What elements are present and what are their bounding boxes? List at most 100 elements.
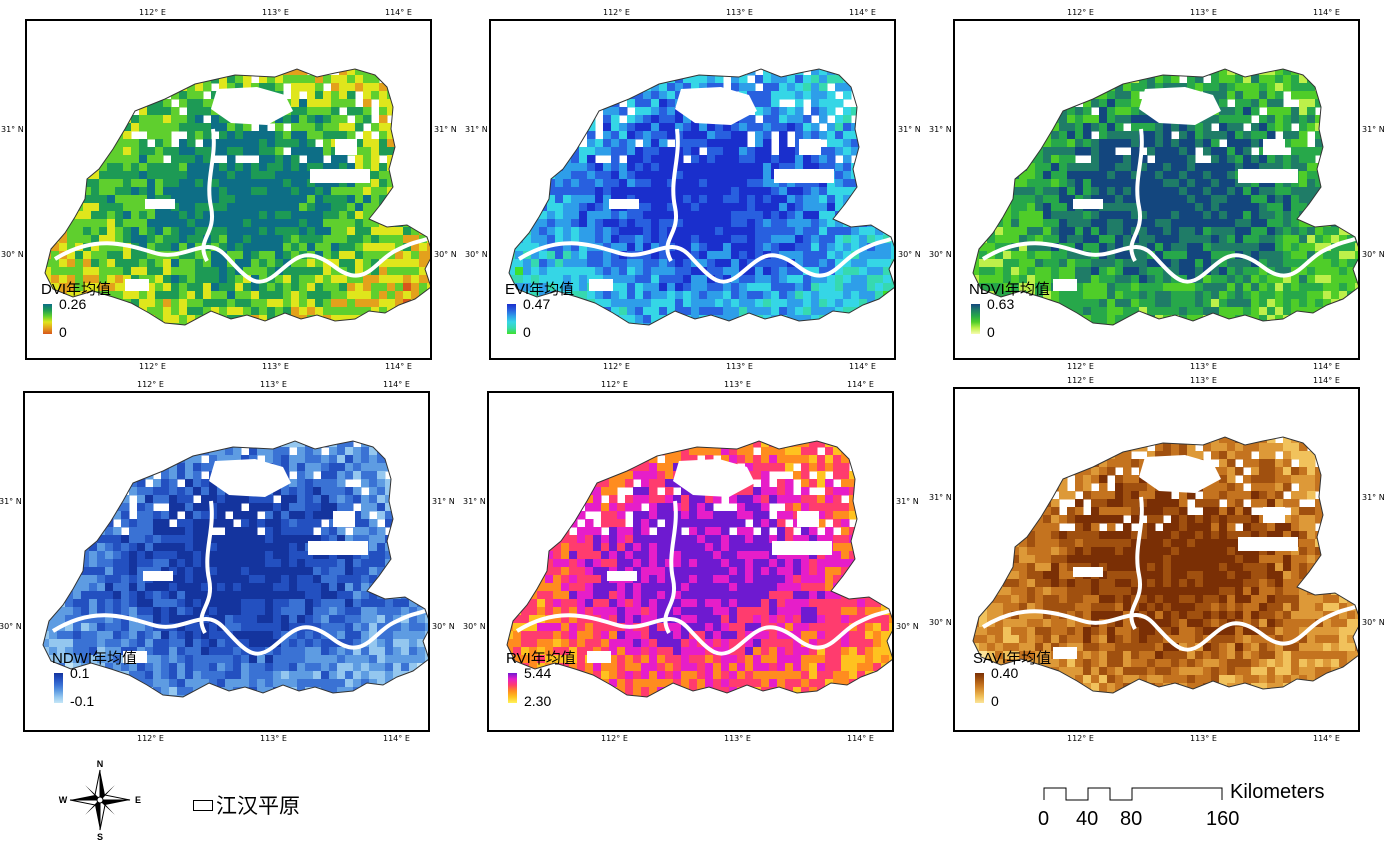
lat-label: 30° N	[434, 250, 457, 259]
lon-label: 112° E	[1067, 8, 1094, 17]
legend-title: NDVI年均值	[969, 281, 1050, 298]
compass-w: W	[59, 795, 68, 805]
lon-label: 113° E	[260, 734, 287, 743]
north-arrow-icon: N S E W	[59, 759, 141, 842]
lon-label: 114° E	[1313, 376, 1340, 385]
map-panel-ndwi: NDWI年均值 0.1 -0.1	[23, 391, 430, 732]
scale-tick-0: 0	[1038, 808, 1050, 830]
lon-label: 114° E	[385, 8, 412, 17]
lon-label: 112° E	[603, 362, 630, 371]
lat-label: 31° N	[929, 493, 952, 502]
lon-label: 112° E	[137, 734, 164, 743]
lat-label: 31° N	[1, 125, 24, 134]
compass-e: E	[135, 795, 141, 805]
legend-title: RVI年均值	[506, 650, 576, 667]
lon-label: 114° E	[383, 380, 410, 389]
lat-label: 30° N	[432, 622, 455, 631]
lat-label: 30° N	[929, 618, 952, 627]
map-area	[972, 68, 1358, 326]
lat-label: 31° N	[896, 497, 919, 506]
lat-label: 30° N	[898, 250, 921, 259]
lat-label: 31° N	[434, 125, 457, 134]
legend-max: 0.63	[987, 296, 1015, 312]
boundary-swatch	[193, 799, 213, 811]
compass-s: S	[97, 832, 103, 842]
lon-label: 113° E	[724, 734, 751, 743]
legend-title: NDWI年均值	[52, 650, 137, 667]
lon-label: 112° E	[1067, 734, 1094, 743]
lon-label: 114° E	[385, 362, 412, 371]
scale-tick-80: 80	[1120, 808, 1143, 830]
lon-label: 114° E	[847, 380, 874, 389]
map-area	[506, 440, 892, 698]
lat-label: 31° N	[1362, 493, 1385, 502]
lat-label: 31° N	[898, 125, 921, 134]
lon-label: 113° E	[726, 362, 753, 371]
lat-label: 30° N	[463, 622, 486, 631]
legend-min: 2.30	[524, 693, 552, 709]
lon-label: 112° E	[601, 734, 628, 743]
legend-color-ramp	[43, 304, 52, 334]
legend-max: 0.26	[59, 296, 87, 312]
map-panel-ndvi: NDVI年均值 0.63 0	[953, 19, 1360, 360]
lon-label: 113° E	[262, 8, 289, 17]
lat-label: 30° N	[1362, 618, 1385, 627]
lon-label: 112° E	[137, 380, 164, 389]
scale-bar-graphic	[1043, 787, 1223, 801]
lon-label: 112° E	[139, 8, 166, 17]
lon-label: 114° E	[1313, 362, 1340, 371]
lon-label: 113° E	[726, 8, 753, 17]
legend-color-ramp	[975, 673, 984, 703]
lat-label: 31° N	[432, 497, 455, 506]
lon-label: 113° E	[1190, 376, 1217, 385]
legend-color-ramp	[508, 673, 517, 703]
lon-label: 113° E	[1190, 8, 1217, 17]
lon-label: 113° E	[1190, 734, 1217, 743]
lon-label: 114° E	[849, 8, 876, 17]
lon-label: 114° E	[1313, 8, 1340, 17]
map-area	[44, 68, 430, 326]
legend-min: 0	[523, 324, 531, 340]
lat-label: 31° N	[463, 497, 486, 506]
legend-color-ramp	[971, 304, 980, 334]
lat-label: 30° N	[896, 622, 919, 631]
legend-title: SAVI年均值	[973, 650, 1052, 667]
lon-label: 113° E	[262, 362, 289, 371]
lat-label: 30° N	[465, 250, 488, 259]
lon-label: 112° E	[1067, 362, 1094, 371]
lon-label: 114° E	[849, 362, 876, 371]
lat-label: 30° N	[0, 622, 22, 631]
map-panel-savi: SAVI年均值 0.40 0	[953, 387, 1360, 732]
map-panel-dvi: DVI年均值 0.26 0	[25, 19, 432, 360]
scale-bar: Kilometers 0 40 80 160	[1036, 778, 1376, 838]
lon-label: 113° E	[260, 380, 287, 389]
lon-label: 113° E	[1190, 362, 1217, 371]
legend-max: 0.1	[70, 665, 90, 681]
lat-label: 30° N	[929, 250, 952, 259]
lon-label: 113° E	[724, 380, 751, 389]
boundary-legend: 江汉平原	[193, 790, 300, 820]
lon-label: 112° E	[601, 380, 628, 389]
legend-max: 0.40	[991, 665, 1019, 681]
lon-label: 114° E	[383, 734, 410, 743]
lon-label: 112° E	[1067, 376, 1094, 385]
legend-color-ramp	[54, 673, 63, 703]
legend-color-ramp	[507, 304, 516, 334]
lon-label: 114° E	[1313, 734, 1340, 743]
legend-max: 0.47	[523, 296, 551, 312]
map-panel-evi: EVI年均值 0.47 0	[489, 19, 896, 360]
lon-label: 114° E	[847, 734, 874, 743]
map-panel-rvi: RVI年均值 5.44 2.30	[487, 391, 894, 732]
map-area	[508, 68, 894, 326]
map-area	[42, 440, 428, 698]
lon-label: 112° E	[139, 362, 166, 371]
lat-label: 30° N	[1, 250, 24, 259]
lat-label: 31° N	[465, 125, 488, 134]
lon-label: 112° E	[603, 8, 630, 17]
scale-bar-unit: Kilometers	[1230, 781, 1325, 803]
legend-min: 0	[59, 324, 67, 340]
legend-max: 5.44	[524, 665, 552, 681]
legend-min: -0.1	[70, 693, 95, 709]
lat-label: 30° N	[1362, 250, 1385, 259]
legend-title: EVI年均值	[505, 281, 575, 298]
